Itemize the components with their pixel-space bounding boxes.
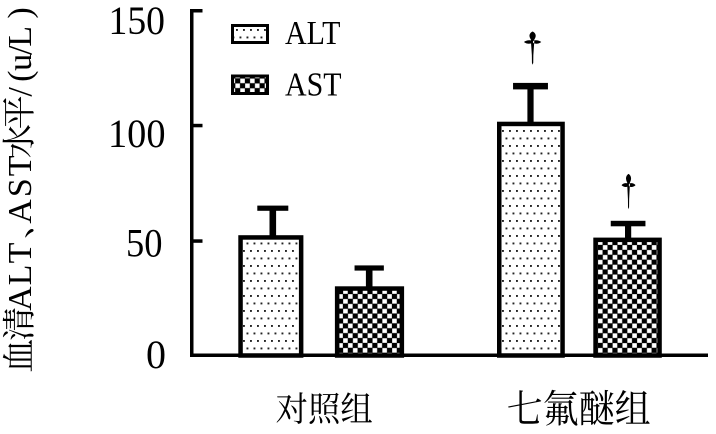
svg-text:50: 50 bbox=[126, 220, 163, 265]
svg-text:ALT: ALT bbox=[285, 15, 341, 52]
svg-text:0: 0 bbox=[146, 332, 166, 377]
svg-text:150: 150 bbox=[109, 0, 166, 43]
svg-text:ALTAST/(u/L): ALTAST/(u/L) bbox=[2, 7, 39, 311]
svg-text:100: 100 bbox=[108, 111, 166, 156]
svg-text:AST: AST bbox=[285, 66, 342, 103]
